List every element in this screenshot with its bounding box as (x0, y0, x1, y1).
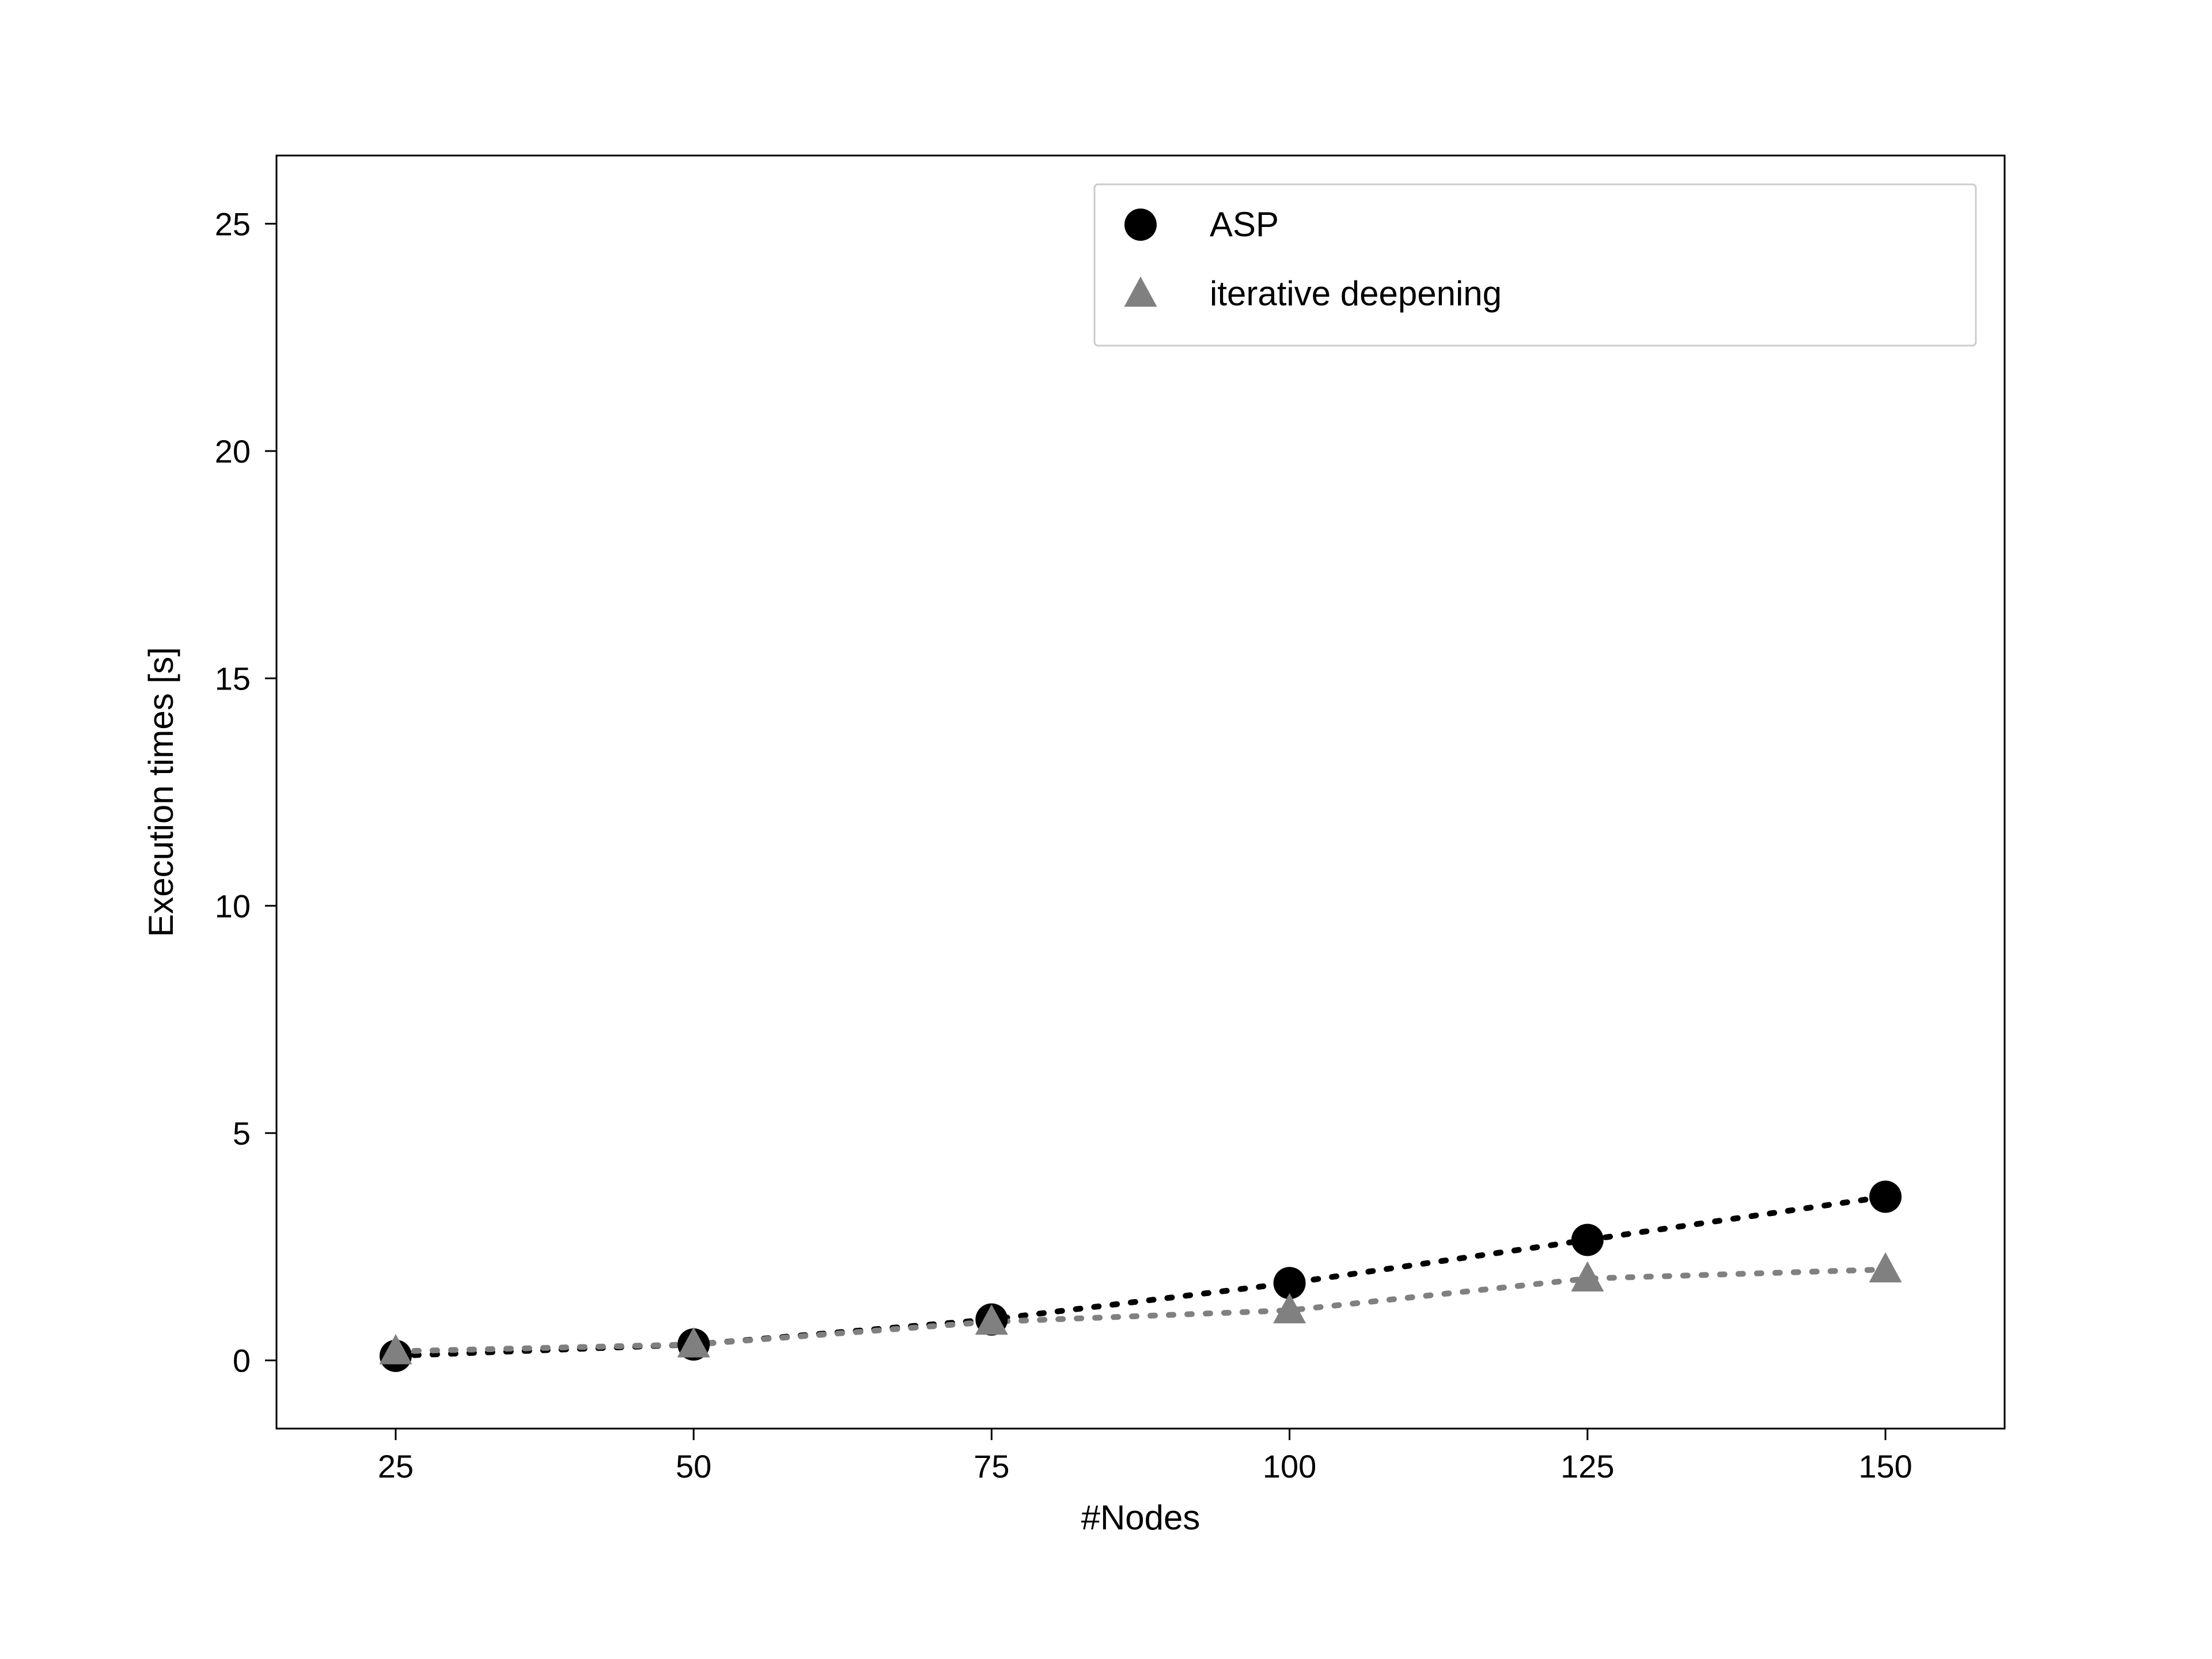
series-marker (1869, 1180, 1902, 1213)
ytick-label: 15 (215, 661, 251, 697)
series-marker (1571, 1224, 1604, 1256)
xtick-label: 25 (378, 1448, 414, 1484)
xtick-label: 100 (1263, 1448, 1316, 1484)
ytick-label: 20 (215, 433, 251, 469)
xtick-label: 50 (676, 1448, 711, 1484)
xtick-label: 75 (974, 1448, 1009, 1484)
chart-container: 25 50 75 100 125 150 0 5 10 15 20 25 #Nodes Execution… (0, 0, 2212, 1659)
ytick-label: 5 (233, 1115, 251, 1152)
ytick-label: 10 (215, 888, 251, 924)
xtick-label: 125 (1560, 1448, 1614, 1484)
ylabel: Execution times [s] (142, 647, 180, 937)
legend-marker (1124, 209, 1157, 241)
xlabel: #Nodes (1081, 1498, 1200, 1537)
ytick-label: 25 (215, 206, 251, 242)
legend-label: iterative deepening (1210, 274, 1502, 313)
legend-label: ASP (1210, 205, 1279, 244)
chart-svg: 25 50 75 100 125 150 0 5 10 15 20 25 #Nodes Execution… (0, 0, 2212, 1659)
ytick-label: 0 (233, 1343, 251, 1379)
xtick-label: 150 (1858, 1448, 1912, 1484)
